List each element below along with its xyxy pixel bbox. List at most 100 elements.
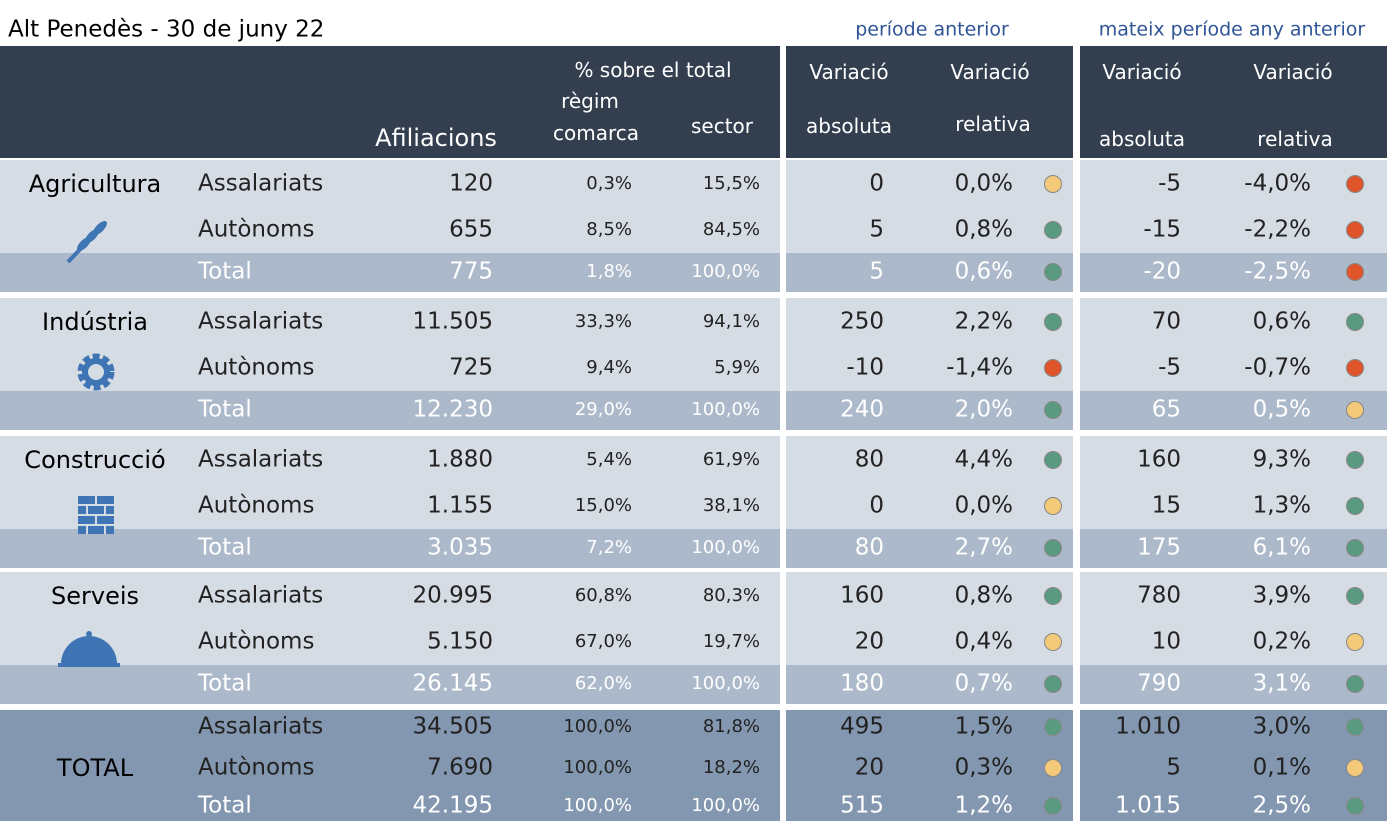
cell: 4,4%: [954, 446, 1013, 473]
cell: 0,0%: [954, 170, 1013, 197]
cell: 1.155: [427, 492, 493, 519]
cell: 29,0%: [574, 399, 632, 420]
status-dot: [1044, 359, 1062, 377]
header: relativa: [1257, 127, 1333, 151]
cell: 70: [1151, 308, 1181, 335]
total-band: [0, 253, 780, 292]
cell: 655: [449, 216, 493, 243]
status-dot: [1346, 759, 1364, 777]
status-dot: [1044, 221, 1062, 239]
row-label: Autònoms: [198, 492, 315, 519]
row-label: Assalariats: [198, 582, 324, 609]
header-bg: [1080, 46, 1387, 158]
section-bg: [786, 710, 1073, 821]
cell: 2,7%: [954, 534, 1013, 561]
cell: 180: [840, 670, 884, 697]
cell: 18,2%: [702, 757, 760, 778]
cell: 26.145: [412, 670, 493, 697]
cell: 0,2%: [1252, 628, 1311, 655]
status-dot: [1044, 313, 1062, 331]
cell: 175: [1137, 534, 1181, 561]
cell: 2,0%: [954, 396, 1013, 423]
cell: 1.015: [1115, 792, 1181, 819]
status-dot: [1346, 221, 1364, 239]
total-band: [1080, 529, 1387, 568]
status-dot: [1044, 175, 1062, 193]
cell: 34.505: [412, 713, 493, 740]
cell: 725: [449, 354, 493, 381]
header: absoluta: [806, 114, 892, 138]
cell: 42.195: [412, 792, 493, 819]
cell: 5,9%: [714, 357, 760, 378]
cell: 1,3%: [1252, 492, 1311, 519]
section-bg: [0, 710, 780, 821]
total-band: [0, 665, 780, 704]
status-dot: [1044, 797, 1062, 815]
header: Variació: [809, 60, 889, 84]
row-label: Assalariats: [198, 446, 324, 473]
cell: -2,5%: [1244, 258, 1311, 285]
status-dot: [1346, 263, 1364, 281]
cell: 0,6%: [954, 258, 1013, 285]
cell: 0: [869, 492, 884, 519]
cell: 100,0%: [691, 673, 760, 694]
section-bg: [1080, 710, 1387, 821]
cell: 0,0%: [954, 492, 1013, 519]
status-dot: [1044, 539, 1062, 557]
total-band: [786, 665, 1073, 704]
row-label: Total: [198, 258, 252, 285]
cell: 120: [449, 170, 493, 197]
cell: 80: [854, 446, 884, 473]
cell: 3,1%: [1252, 670, 1311, 697]
cell: 1.010: [1115, 713, 1181, 740]
status-dot: [1346, 675, 1364, 693]
cell: -0,7%: [1244, 354, 1311, 381]
cell: 5,4%: [586, 449, 632, 470]
status-dot: [1044, 633, 1062, 651]
group-header: període anterior: [855, 18, 1009, 41]
cell: 0,6%: [1252, 308, 1311, 335]
status-dot: [1346, 797, 1364, 815]
cell: -5: [1158, 354, 1181, 381]
cell: 0,8%: [954, 582, 1013, 609]
total-band: [1080, 253, 1387, 292]
cell: 2,5%: [1252, 792, 1311, 819]
cell: 15,5%: [702, 173, 760, 194]
header: % sobre el total: [574, 58, 732, 82]
status-dot: [1044, 759, 1062, 777]
cell: 1.880: [427, 446, 493, 473]
section-name: Agricultura: [28, 170, 162, 198]
total-band: [0, 391, 780, 430]
icon-bricks: [78, 496, 114, 534]
cell: 38,1%: [702, 495, 760, 516]
cell: 12.230: [412, 396, 493, 423]
cell: 0,5%: [1252, 396, 1311, 423]
cell: 20.995: [412, 582, 493, 609]
status-dot: [1346, 359, 1364, 377]
row-label: Assalariats: [198, 308, 324, 335]
status-dot: [1044, 451, 1062, 469]
cell: -4,0%: [1244, 170, 1311, 197]
total-band: [786, 253, 1073, 292]
cell: 5: [869, 216, 884, 243]
cell: 7,2%: [586, 537, 632, 558]
header-bg: [786, 46, 1073, 158]
cell: 65: [1151, 396, 1181, 423]
status-dot: [1044, 497, 1062, 515]
cell: 0,4%: [954, 628, 1013, 655]
total-band: [1080, 665, 1387, 704]
cell: 67,0%: [574, 631, 632, 652]
cell: 100,0%: [563, 757, 632, 778]
cell: 84,5%: [702, 219, 760, 240]
cell: -10: [846, 354, 884, 381]
total-band: [786, 391, 1073, 430]
header: absoluta: [1099, 127, 1185, 151]
cell: 100,0%: [691, 537, 760, 558]
row-label: Total: [198, 396, 252, 423]
cell: 20: [854, 754, 884, 781]
status-dot: [1044, 587, 1062, 605]
cell: 160: [840, 582, 884, 609]
cell: 33,3%: [574, 311, 632, 332]
row-label: Total: [198, 670, 252, 697]
